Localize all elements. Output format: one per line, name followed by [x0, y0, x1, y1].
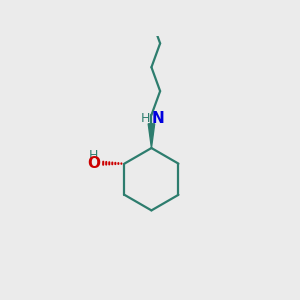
Polygon shape [148, 124, 155, 148]
Text: H: H [89, 149, 98, 162]
Text: N: N [152, 111, 165, 126]
Text: O: O [87, 156, 100, 171]
Text: H: H [140, 112, 150, 125]
